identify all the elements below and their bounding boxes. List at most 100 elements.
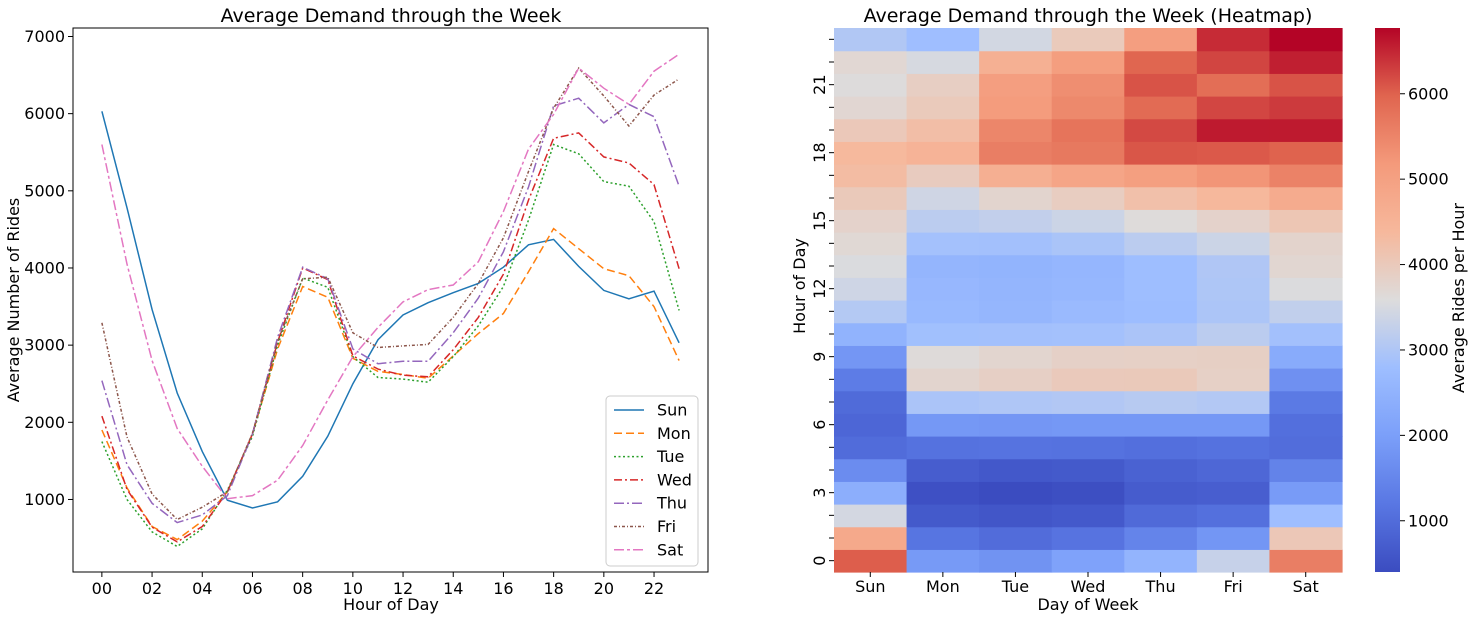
x-tick-label: 00	[92, 579, 112, 598]
heatmap-cell	[1269, 141, 1343, 165]
heatmap-cell	[979, 300, 1053, 324]
heatmap-cell	[1269, 50, 1343, 74]
heatmap-x-label: Day of Week	[1037, 595, 1139, 614]
heatmap-cell	[1196, 209, 1271, 233]
heatmap-y-label: Hour of Day	[790, 238, 809, 334]
heatmap-cell	[906, 345, 980, 369]
heatmap-cell	[1124, 28, 1198, 52]
colorbar-tick-label: 5000	[1408, 170, 1449, 189]
y-tick-label: 5000	[24, 181, 65, 200]
heatmap-cell	[1196, 481, 1271, 505]
heatmap-cell	[906, 50, 980, 74]
heatmap-cell	[979, 504, 1053, 528]
heatmap-cell	[1124, 118, 1198, 142]
heatmap-x-tick-label: Mon	[926, 577, 960, 596]
heatmap-cell	[906, 413, 980, 437]
series-line-mon	[101, 227, 680, 541]
heatmap-cell	[979, 413, 1053, 437]
heatmap-cell	[1196, 345, 1271, 369]
heatmap-cell	[1124, 322, 1198, 346]
heatmap-cell	[1051, 390, 1125, 414]
heatmap-cell	[834, 186, 908, 210]
heatmap-cell	[1124, 209, 1198, 233]
y-tick-label: 7000	[24, 27, 65, 46]
legend-label-thu: Thu	[656, 494, 687, 513]
heatmap-x-ticks: Sun Mon Tue Wed Thu Fri Sat	[855, 572, 1319, 596]
x-tick-label: 02	[142, 579, 162, 598]
heatmap-cell	[1124, 504, 1198, 528]
heatmap-cell	[979, 186, 1053, 210]
heatmap-cell	[1051, 549, 1125, 573]
heatmap-cell	[906, 322, 980, 346]
heatmap-cell	[979, 390, 1053, 414]
heatmap-cell	[834, 254, 908, 278]
heatmap-cell	[1051, 368, 1125, 392]
series-line-fri	[101, 66, 680, 521]
heatmap-title: Average Demand through the Week (Heatmap…	[864, 5, 1313, 27]
heatmap-cell	[979, 458, 1053, 482]
heatmap-cell	[834, 300, 908, 324]
x-tick-label: 04	[192, 579, 212, 598]
heatmap-cell	[1196, 232, 1271, 256]
heatmap-cell	[1051, 50, 1125, 74]
line-chart-y-ticks: 1000 2000 3000 4000 5000 6000 7000	[24, 27, 73, 509]
heatmap-cell	[1124, 50, 1198, 74]
heatmap-cell	[834, 118, 908, 142]
heatmap-cell	[1196, 322, 1271, 346]
series-line-sat	[101, 53, 680, 500]
heatmap-cell	[1196, 436, 1271, 460]
heatmap-cell	[1124, 96, 1198, 120]
heatmap-cell	[906, 28, 980, 52]
heatmap-cell	[1051, 28, 1125, 52]
heatmap-cell	[1269, 368, 1343, 392]
heatmap-cell	[1196, 254, 1271, 278]
y-tick-label: 2000	[24, 413, 65, 432]
heatmap-cell	[834, 481, 908, 505]
heatmap-cell	[979, 73, 1053, 97]
legend-label-mon: Mon	[657, 424, 691, 443]
heatmap-cell	[834, 50, 908, 74]
heatmap-cell	[906, 277, 980, 301]
heatmap-cell	[1269, 481, 1343, 505]
colorbar-tick-label: 6000	[1408, 84, 1449, 103]
x-tick-label: 20	[594, 579, 614, 598]
heatmap-cell	[1269, 526, 1343, 550]
heatmap-cell	[1196, 549, 1271, 573]
heatmap-cell	[1051, 186, 1125, 210]
series-line-thu	[101, 97, 680, 524]
heatmap-cell	[1196, 413, 1271, 437]
heatmap-cell	[1124, 186, 1198, 210]
x-tick-label: 16	[493, 579, 513, 598]
heatmap-cell	[1196, 458, 1271, 482]
series-line-tue	[101, 143, 680, 548]
heatmap-cell	[1196, 96, 1271, 120]
heatmap-cell	[1124, 413, 1198, 437]
line-chart-x-label: Hour of Day	[343, 595, 439, 614]
heatmap-cell	[1124, 300, 1198, 324]
heatmap-cell	[1269, 504, 1343, 528]
heatmap-cell	[979, 526, 1053, 550]
heatmap-cell	[979, 209, 1053, 233]
heatmap-panel: Average Demand through the Week (Heatmap…	[790, 5, 1468, 614]
heatmap-y-tick-label: 6	[810, 420, 829, 430]
heatmap-cell	[1051, 322, 1125, 346]
colorbar-tick-label: 2000	[1408, 426, 1449, 445]
heatmap-cell	[979, 164, 1053, 188]
heatmap-cell	[979, 345, 1053, 369]
heatmap-cell	[1124, 436, 1198, 460]
heatmap-cell	[1269, 254, 1343, 278]
heatmap-cell	[1051, 254, 1125, 278]
legend-frame	[605, 395, 699, 567]
heatmap-cell	[1269, 458, 1343, 482]
heatmap-cell	[1269, 186, 1343, 210]
heatmap-cell	[834, 549, 908, 573]
heatmap-cell	[1196, 277, 1271, 301]
heatmap-cell	[979, 141, 1053, 165]
line-chart-title: Average Demand through the Week	[221, 5, 562, 27]
line-chart-frame	[72, 27, 709, 573]
heatmap-cell	[1196, 368, 1271, 392]
heatmap-cell	[1269, 209, 1343, 233]
heatmap-cell	[1051, 345, 1125, 369]
heatmap-cell	[1269, 300, 1343, 324]
